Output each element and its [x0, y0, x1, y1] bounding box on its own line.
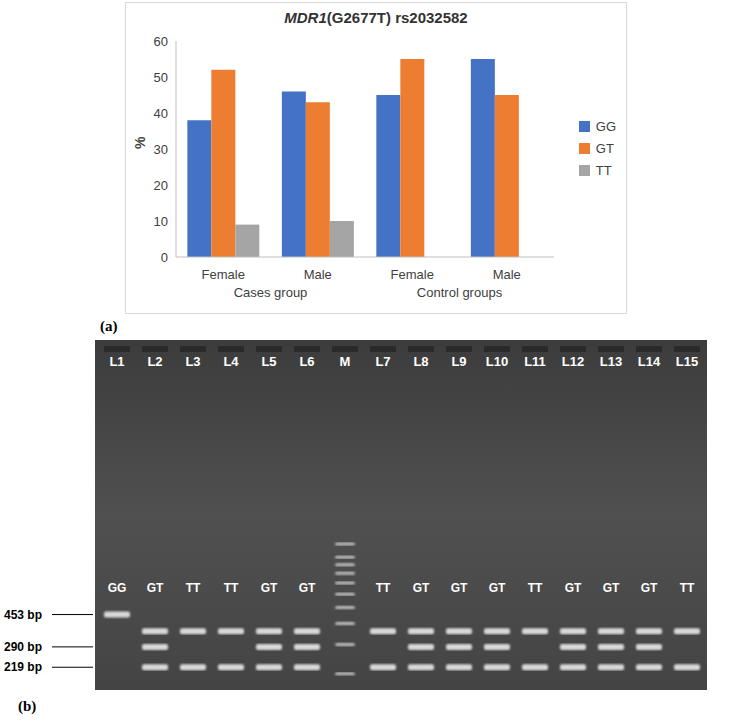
html-text:(b): (b) — [18, 698, 37, 714]
svg-text:TT: TT — [224, 581, 239, 595]
svg-text:10: 10 — [154, 214, 168, 229]
svg-text:TT: TT — [186, 581, 201, 595]
svg-text:L13: L13 — [600, 354, 622, 369]
svg-text:30: 30 — [154, 142, 168, 157]
svg-text:L3: L3 — [185, 354, 200, 369]
html-text:(a): (a) — [100, 318, 118, 334]
svg-text:L2: L2 — [147, 354, 162, 369]
svg-text:Cases group: Cases group — [234, 285, 308, 300]
svg-text:GT: GT — [603, 581, 620, 595]
svg-text:60: 60 — [154, 34, 168, 49]
svg-text:TT: TT — [528, 581, 543, 595]
svg-text:453 bp: 453 bp — [4, 608, 42, 622]
svg-text:GT: GT — [641, 581, 658, 595]
svg-text:TT: TT — [376, 581, 391, 595]
html-text:TT: TT — [595, 162, 612, 178]
svg-text:M: M — [340, 354, 351, 369]
svg-text:GT: GT — [299, 581, 316, 595]
svg-text:GT: GT — [565, 581, 582, 595]
svg-text:L7: L7 — [375, 354, 390, 369]
svg-text:GT: GT — [261, 581, 278, 595]
svg-text:L6: L6 — [299, 354, 314, 369]
svg-text:GT: GT — [451, 581, 468, 595]
svg-text:Female: Female — [202, 267, 245, 282]
svg-text:219 bp: 219 bp — [4, 660, 42, 674]
svg-text:40: 40 — [154, 106, 168, 121]
svg-text:L8: L8 — [413, 354, 428, 369]
svg-text:GT: GT — [489, 581, 506, 595]
svg-text:Male: Male — [304, 267, 332, 282]
svg-text:L15: L15 — [676, 354, 698, 369]
svg-text:0: 0 — [161, 250, 168, 265]
svg-text:L1: L1 — [109, 354, 124, 369]
svg-text:L4: L4 — [223, 354, 239, 369]
html-text:MDR1 (G2677T) rs2032582: MDR1 (G2677T) rs2032582 — [284, 9, 468, 26]
svg-text:GT: GT — [413, 581, 430, 595]
html-text:GG: GG — [595, 118, 616, 134]
svg-text:GT: GT — [147, 581, 164, 595]
svg-text:L9: L9 — [451, 354, 466, 369]
svg-text:L5: L5 — [261, 354, 276, 369]
svg-text:TT: TT — [680, 581, 695, 595]
svg-text:L12: L12 — [562, 354, 584, 369]
svg-text:20: 20 — [154, 178, 168, 193]
svg-text:290 bp: 290 bp — [4, 640, 42, 654]
svg-text:50: 50 — [154, 70, 168, 85]
svg-text:GG: GG — [108, 581, 127, 595]
svg-text:L14: L14 — [638, 354, 661, 369]
svg-text:L11: L11 — [524, 354, 546, 369]
svg-text:L10: L10 — [486, 354, 508, 369]
svg-text:%: % — [132, 136, 148, 149]
html-text:GT: GT — [595, 140, 614, 156]
svg-text:Male: Male — [493, 267, 521, 282]
svg-text:Control groups: Control groups — [417, 285, 503, 300]
svg-text:Female: Female — [391, 267, 434, 282]
